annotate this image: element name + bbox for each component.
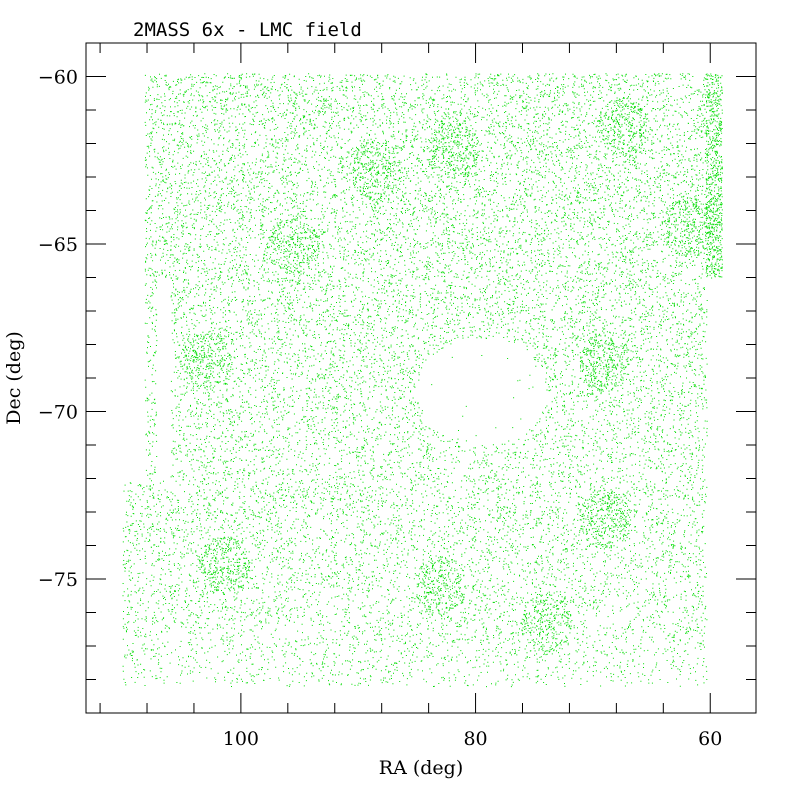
y-tick-label: −60	[38, 67, 78, 89]
axis-tick-labels: 100 80 60 −60 −65 −70 −75	[38, 67, 722, 751]
y-tick-label: −75	[38, 569, 78, 591]
x-axis-title: RA (deg)	[379, 757, 463, 779]
y-tick-label: −65	[38, 234, 78, 256]
chart-title: 2MASS 6x - LMC field	[133, 19, 362, 41]
axis-ticks	[86, 42, 756, 714]
data-points	[122, 73, 723, 688]
x-tick-label: 80	[463, 728, 487, 750]
y-tick-label: −70	[38, 402, 78, 424]
y-axis-title: Dec (deg)	[3, 331, 25, 425]
x-tick-label: 100	[223, 728, 259, 750]
x-tick-label: 60	[698, 728, 722, 750]
star-points	[122, 73, 723, 688]
